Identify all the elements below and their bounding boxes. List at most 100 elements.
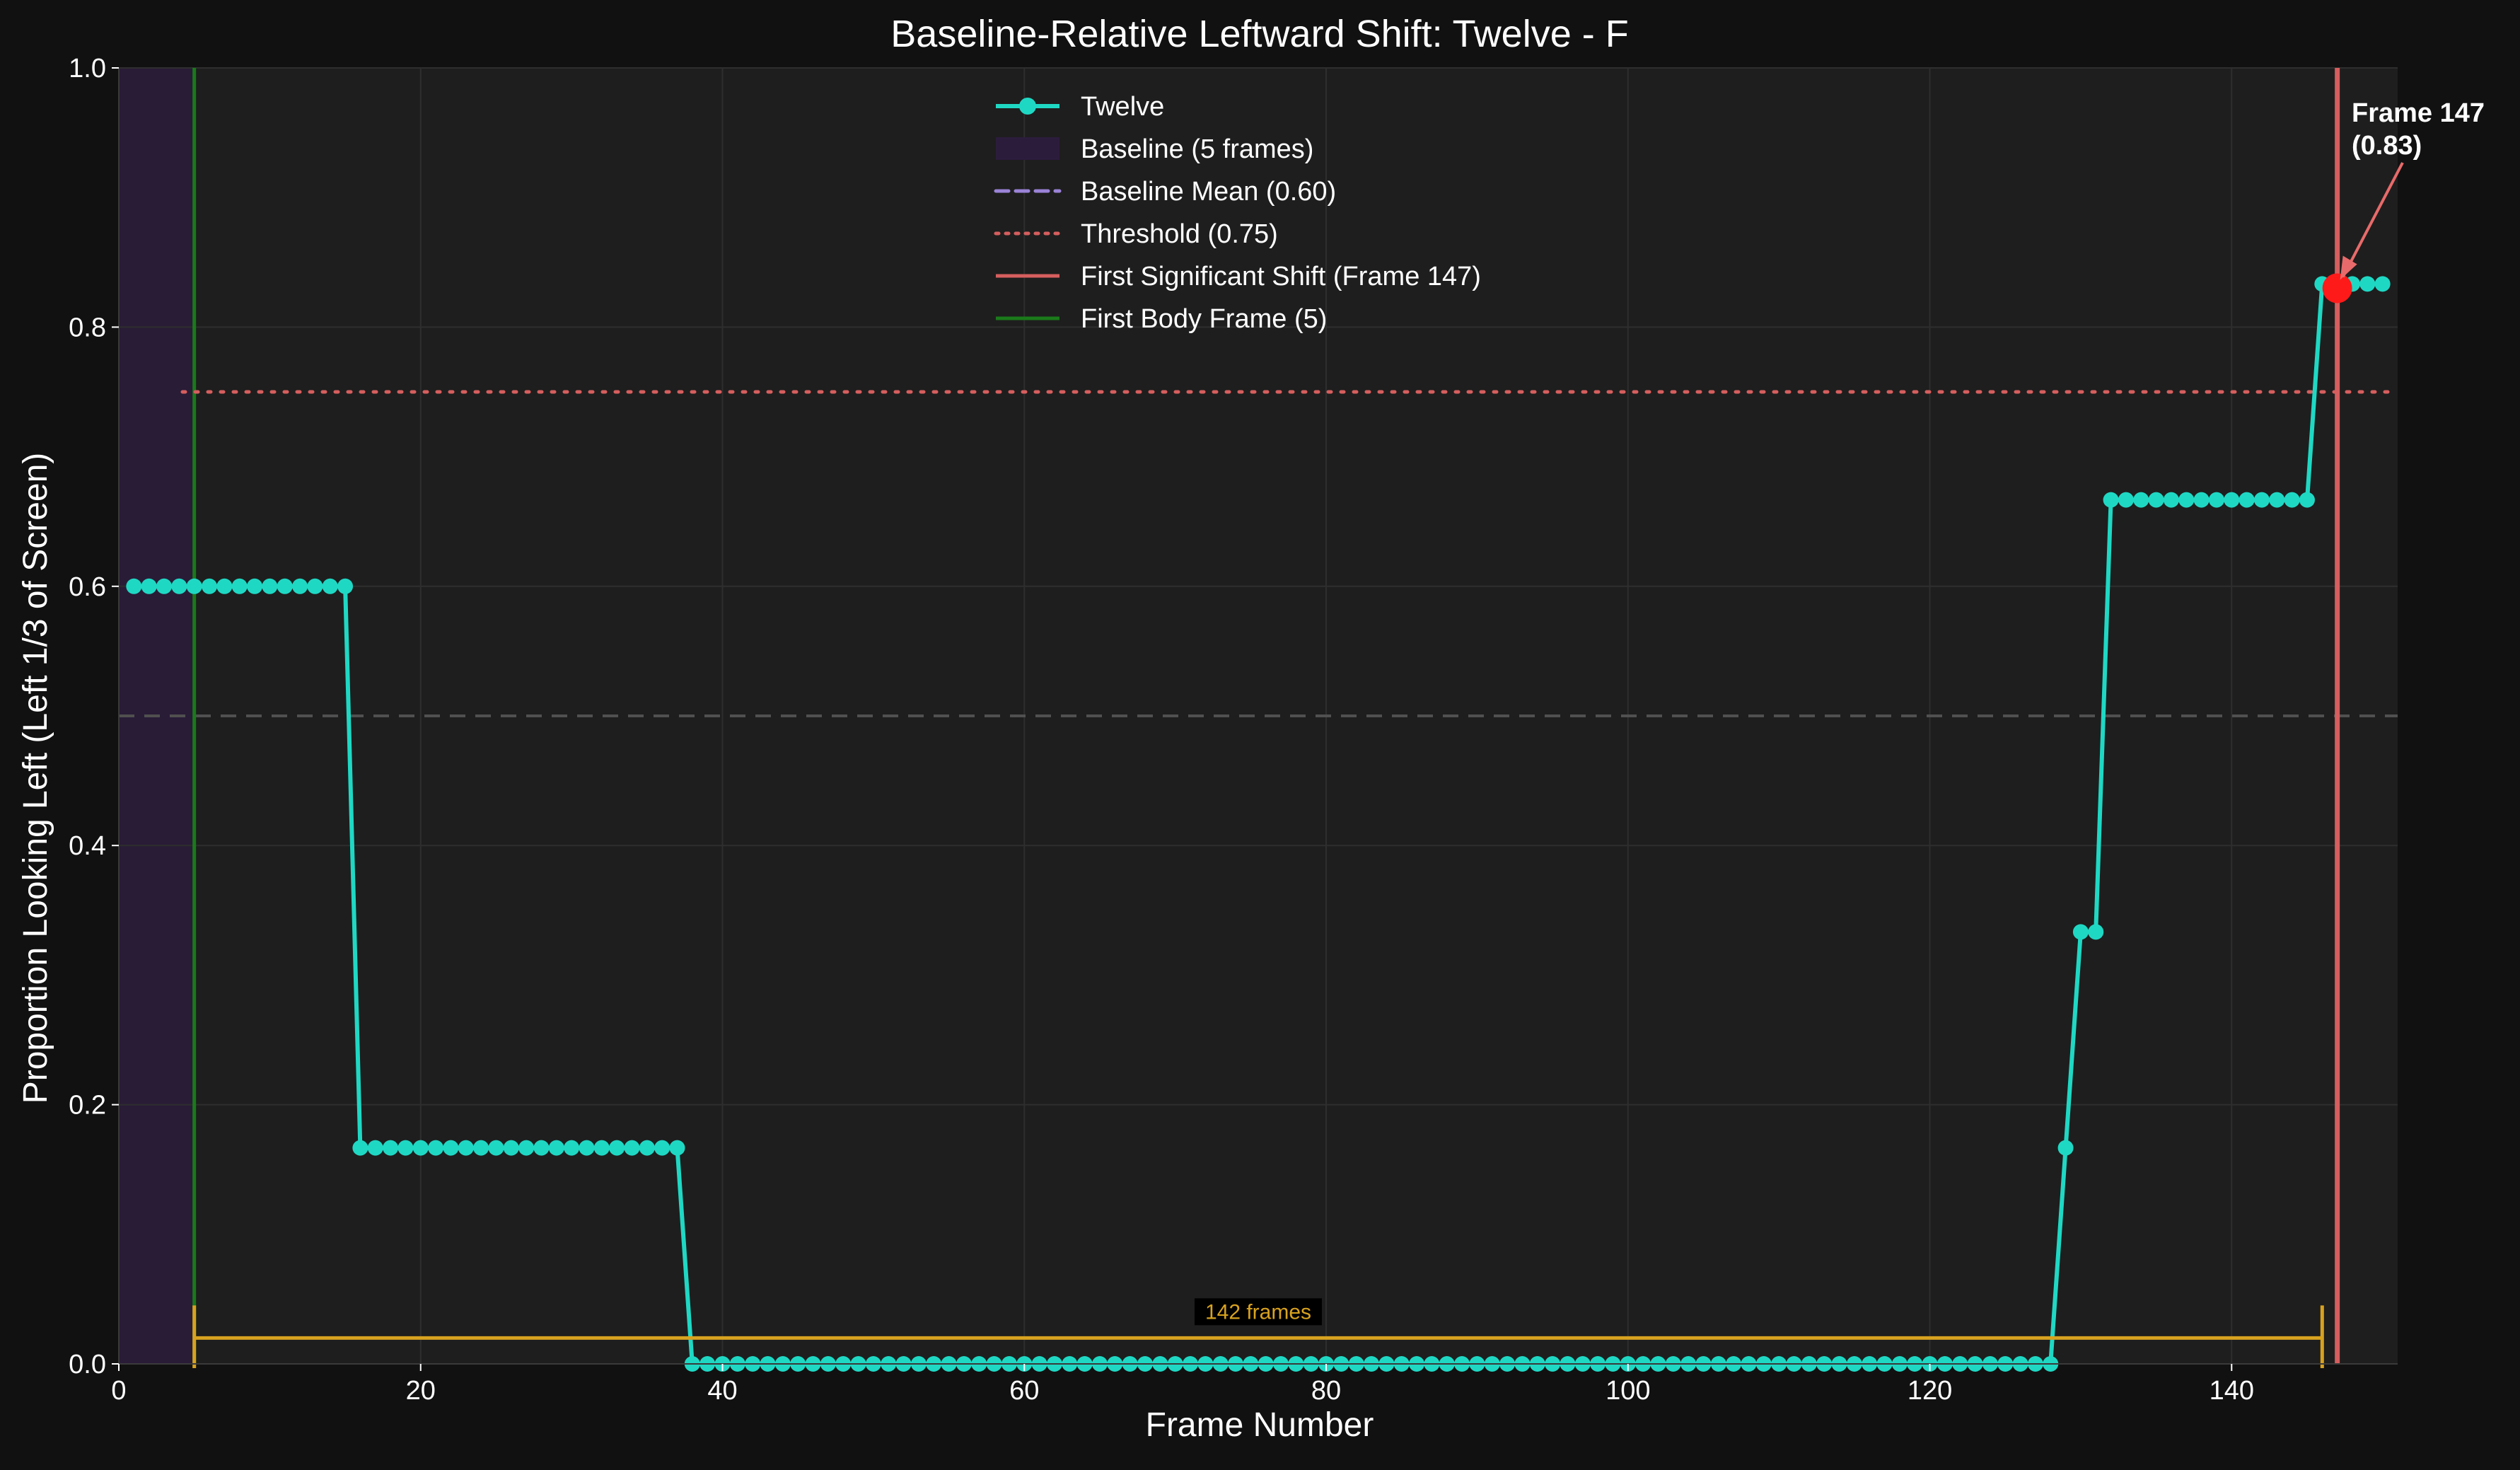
legend-label: Threshold (0.75) [1081,219,1278,249]
bracket-label: 142 frames [1205,1300,1311,1324]
data-point [518,1140,535,1156]
annotation-arrowhead [2340,255,2357,280]
legend-swatch-marker [1019,98,1036,115]
legend: Twelve Baseline (5 frames) Baseline Mean (… [994,92,1481,334]
data-point [2088,924,2104,940]
data-point [2118,492,2134,508]
bracket-label-box [1195,1298,1322,1326]
x-tick-label: 140 [2210,1376,2254,1406]
data-point [624,1140,640,1156]
data-point [2208,492,2224,508]
legend-item: First Body Frame (5) [996,304,1327,334]
data-point [503,1140,519,1156]
legend-label: Twelve [1081,92,1164,122]
data-point [216,578,233,594]
annotation-arrow [2341,162,2404,278]
data-point [352,1140,368,1156]
chart-title: Baseline-Relative Leftward Shift: Twelve… [890,13,1628,55]
data-point [231,578,248,594]
data-point [458,1140,474,1156]
x-tick-label: 60 [1009,1376,1039,1406]
data-point [2299,492,2315,508]
data-point [126,578,142,594]
y-tick-label: 0.4 [69,831,106,861]
data-point [593,1140,610,1156]
y-tick-label: 1.0 [69,54,106,83]
data-point [2374,276,2391,292]
data-point [2057,1140,2074,1156]
data-point [367,1140,383,1156]
data-point [2224,492,2240,508]
y-tick-label: 0.2 [69,1091,106,1121]
y-tick-label: 0.6 [69,572,106,602]
data-point [383,1140,399,1156]
legend-label: First Significant Shift (Frame 147) [1081,262,1481,291]
data-point [412,1140,429,1156]
data-point [564,1140,580,1156]
data-point [397,1140,414,1156]
data-point [2178,492,2195,508]
data-point [337,578,354,594]
data-point [171,578,187,594]
x-axis-label: Frame Number [1146,1406,1374,1444]
data-point [2359,276,2376,292]
data-point [247,578,263,594]
legend-label: Baseline (5 frames) [1081,134,1313,164]
legend-label: First Body Frame (5) [1081,304,1327,334]
legend-label: Baseline Mean (0.60) [1081,177,1336,207]
data-point [292,578,308,594]
data-point [2072,924,2089,940]
data-point [2193,492,2210,508]
data-point [262,578,278,594]
data-point [2269,492,2285,508]
first-shift-marker [2322,273,2352,303]
x-tick-label: 40 [707,1376,737,1406]
x-tick-label: 80 [1311,1376,1341,1406]
legend-item: Baseline Mean (0.60) [994,177,1336,207]
x-tick-label: 20 [406,1376,436,1406]
data-point [2239,492,2255,508]
data-point [654,1140,670,1156]
annotation-frame-label: Frame 147 [2352,98,2485,128]
data-point [2284,492,2300,508]
x-tick-label: 100 [1606,1376,1650,1406]
data-point [186,578,202,594]
data-point [2133,492,2149,508]
y-tick-label: 0.0 [69,1350,106,1379]
data-point [202,578,218,594]
data-point [533,1140,550,1156]
axes: 0 20 40 60 80 100 120 140 0.0 0.2 0.4 0.6 0.8 1.0 [69,54,2398,1406]
data-point [669,1140,685,1156]
data-point [473,1140,489,1156]
data-point [277,578,293,594]
annotation-value-label: (0.83) [2352,131,2422,161]
data-point [2103,492,2119,508]
data-point [2163,492,2179,508]
legend-item: Baseline (5 frames) [996,134,1313,164]
data-point [548,1140,564,1156]
data-point [2148,492,2164,508]
data-point [639,1140,655,1156]
data-point [579,1140,595,1156]
shift-annotation: Frame 147(0.83) [2322,98,2485,303]
y-axis-label: Proportion Looking Left (Left 1/3 of Scr… [17,453,54,1104]
data-point [156,578,173,594]
data-point [307,578,323,594]
frames-bracket: 142 frames [192,1298,2324,1368]
y-tick-label: 0.8 [69,313,106,342]
data-point [2253,492,2270,508]
x-tick-label: 0 [111,1376,126,1406]
legend-swatch-patch [996,137,1059,160]
legend-item: Threshold (0.75) [994,219,1278,249]
data-point [443,1140,459,1156]
legend-item: Twelve [996,92,1164,122]
data-point [488,1140,504,1156]
x-tick-label: 120 [1908,1376,1952,1406]
data-point [428,1140,444,1156]
legend-item: First Significant Shift (Frame 147) [996,262,1481,291]
data-point [322,578,338,594]
data-point [141,578,157,594]
data-point [609,1140,625,1156]
